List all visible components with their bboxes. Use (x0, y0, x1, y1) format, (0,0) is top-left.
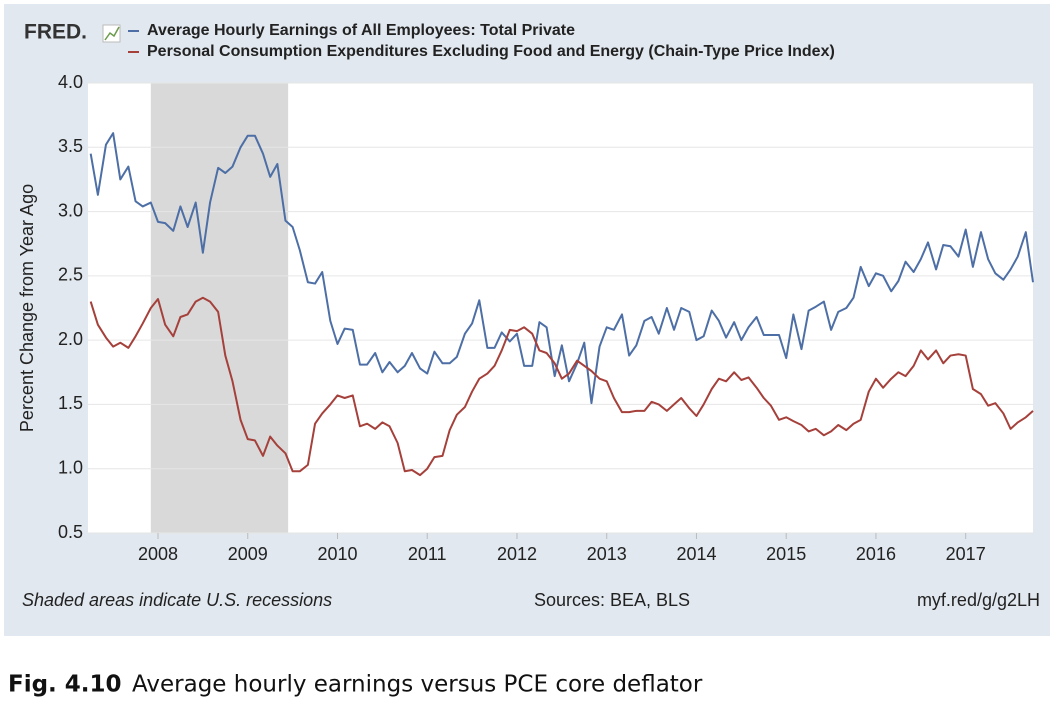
x-tick-label: 2012 (497, 544, 537, 564)
y-tick-label: 1.0 (58, 457, 83, 477)
y-tick-label: 2.5 (58, 265, 83, 285)
recession-note: Shaded areas indicate U.S. recessions (22, 590, 332, 610)
y-tick-label: 2.0 (58, 329, 83, 349)
y-axis-title: Percent Change from Year Ago (17, 184, 37, 432)
source: Sources: BEA, BLS (534, 590, 690, 610)
x-tick-label: 2011 (408, 544, 447, 564)
logo-icon (102, 24, 121, 43)
series-line (89, 132, 1034, 405)
y-tick-label: 3.5 (58, 136, 83, 156)
x-tick-label: 2010 (317, 544, 357, 564)
y-tick-label: 1.5 (58, 393, 83, 413)
y-tick-label: 3.0 (58, 200, 83, 220)
series-line (89, 296, 1034, 477)
y-tick-label: 4.0 (58, 72, 83, 92)
recession-band (150, 83, 289, 533)
legend-label: Personal Consumption Expenditures Exclud… (147, 43, 835, 60)
x-tick-label: 2016 (856, 544, 896, 564)
x-tick-label: 2014 (676, 544, 716, 564)
x-tick-label: 2015 (766, 544, 806, 564)
x-tick-label: 2009 (228, 544, 268, 564)
y-tick-label: 0.5 (58, 522, 83, 542)
caption-text: Average hourly earnings versus PCE core … (132, 672, 703, 698)
x-tick-label: 2017 (946, 544, 986, 564)
x-tick-label: 2013 (587, 544, 627, 564)
legend-label: Average Hourly Earnings of All Employees… (147, 22, 575, 39)
logo: FRED. (24, 21, 87, 44)
x-tick-label: 2008 (138, 544, 178, 564)
link: myf.red/g/g2LH (917, 590, 1040, 610)
caption-label: Fig. 4.10 (8, 672, 122, 698)
